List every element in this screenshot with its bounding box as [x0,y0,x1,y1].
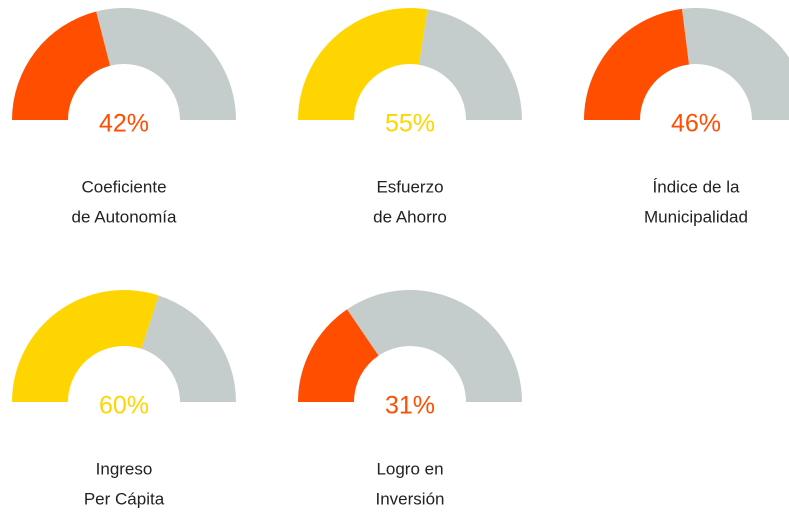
gauge-track [681,8,789,120]
gauge-title: Logro en [376,459,443,478]
gauge-value [298,7,428,120]
gauge-value-label: 42% [99,110,149,138]
gauge-title: Índice de la [653,177,740,196]
gauge-value-label: 31% [385,392,435,420]
gauge-title: Esfuerzo [376,177,443,196]
gauge-track [96,8,237,120]
gauge-title: Per Cápita [84,489,165,508]
gauge-value-label: 60% [99,392,149,420]
gauge-value [584,8,689,120]
gauge-title: Inversión [376,489,445,508]
gauge-value [298,309,379,402]
gauge-track [418,9,522,120]
gauge-value-label: 55% [385,110,435,138]
gauge-title: de Ahorro [373,207,447,226]
gauge-title: Coeficiente [81,177,166,196]
gauge-value-label: 46% [671,110,721,138]
gauge-value [12,289,159,402]
gauge-track [347,290,522,402]
gauge-track [141,295,236,402]
gauge-title: Ingreso [96,459,153,478]
gauge-title: Municipalidad [644,207,748,226]
gauge-value [12,11,111,121]
gauge-title: de Autonomía [72,207,177,226]
